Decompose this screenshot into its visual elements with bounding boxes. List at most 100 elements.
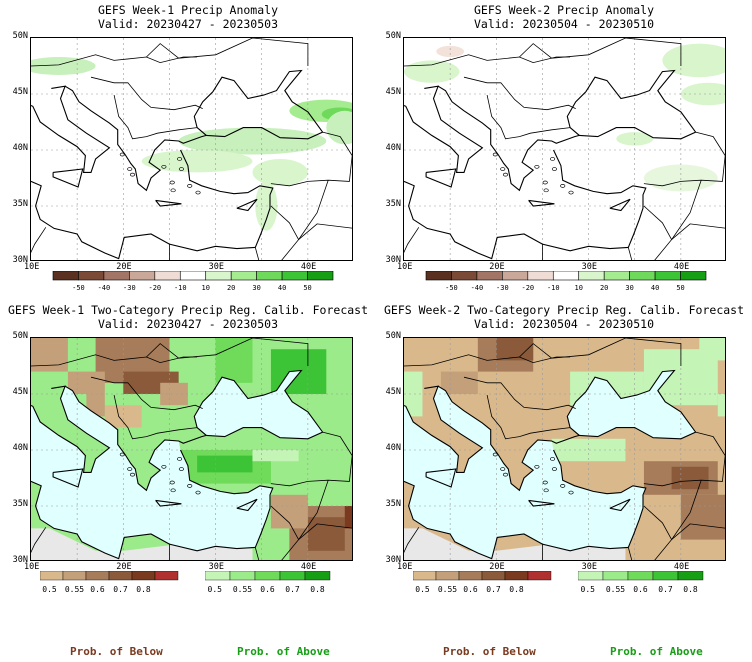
lon-label: 40E [673,262,690,272]
svg-text:-10: -10 [174,284,187,292]
map-week2-prob-svg [404,338,725,560]
panel-3-title: GEFS Week-1 Two-Category Precip Reg. Cal… [7,303,369,317]
lat-label: 30N [12,255,28,265]
map-week2-prob [403,337,726,561]
panel-2-valid: Valid: 20230504 - 20230510 [473,17,654,31]
svg-text:0.5: 0.5 [42,585,57,594]
svg-text:0.7: 0.7 [113,585,128,594]
svg-text:-30: -30 [123,284,136,292]
panel-1-valid: Valid: 20230427 - 20230503 [97,17,278,31]
svg-text:0.8: 0.8 [683,585,698,594]
lat-label: 40N [12,143,28,153]
lat-label: 40N [385,143,401,153]
lon-label: 20E [116,562,132,572]
panel-4-valid: Valid: 20230504 - 20230510 [473,317,654,331]
svg-text:0.6: 0.6 [633,585,648,594]
svg-text:0.55: 0.55 [233,585,252,594]
lat-label: 45N [12,87,28,97]
svg-text:0.7: 0.7 [486,585,501,594]
lon-label: 10E [24,562,40,572]
lat-label: 35N [385,199,401,209]
map-week1-anomaly [30,37,353,261]
below-colorbar-week1: 0.5 0.55 0.6 0.7 0.8 [40,571,179,594]
svg-text:0.6: 0.6 [463,585,478,594]
svg-text:-40: -40 [98,284,111,292]
lat-label: 50N [385,31,401,41]
map-week2-anomaly-svg [404,38,725,260]
prob-below-label-week1: Prob. of Below [70,645,163,658]
svg-text:0.7: 0.7 [658,585,673,594]
svg-text:-20: -20 [148,284,161,292]
svg-text:0.55: 0.55 [438,585,457,594]
lat-label: 40N [12,443,28,453]
lat-label: 50N [12,331,28,341]
panel-4-title: GEFS Week-2 Two-Category Precip Reg. Cal… [383,303,745,317]
svg-text:-30: -30 [496,284,509,292]
lon-label: 10E [397,562,413,572]
svg-text:0.8: 0.8 [509,585,524,594]
lat-label: 45N [385,387,401,397]
svg-text:0.6: 0.6 [260,585,275,594]
lon-label: 30E [581,262,597,272]
panel-1-title: GEFS Week-1 Precip Anomaly [97,3,278,17]
lat-label: 45N [12,387,28,397]
svg-text:0.5: 0.5 [415,585,430,594]
svg-text:0.8: 0.8 [136,585,151,594]
lon-label: 20E [489,262,505,272]
lon-label: 20E [489,562,505,572]
lat-label: 35N [12,199,28,209]
svg-text:50: 50 [676,284,684,292]
svg-text:0.55: 0.55 [606,585,625,594]
svg-text:-50: -50 [445,284,458,292]
lat-label: 40N [385,443,401,453]
below-colorbar-week2: 0.5 0.55 0.6 0.7 0.8 [413,571,552,594]
panel-2-title: GEFS Week-2 Precip Anomaly [473,3,654,17]
svg-text:-20: -20 [521,284,534,292]
map-week1-prob [30,337,353,561]
svg-text:0.7: 0.7 [285,585,300,594]
prob-above-label-week2: Prob. of Above [610,645,703,658]
lon-label: 10E [24,262,40,272]
svg-text:10: 10 [575,284,583,292]
lon-label: 30E [208,262,224,272]
svg-text:20: 20 [600,284,608,292]
lat-label: 45N [385,87,401,97]
lon-label: 40E [300,262,317,272]
lat-label: 35N [12,499,28,509]
lon-label: 30E [208,562,224,572]
lat-label: 50N [12,31,28,41]
panel-3-valid: Valid: 20230427 - 20230503 [97,317,278,331]
lon-label: 10E [397,262,413,272]
svg-text:-10: -10 [547,284,560,292]
svg-text:0.5: 0.5 [208,585,223,594]
lat-label: 50N [385,331,401,341]
svg-text:20: 20 [227,284,235,292]
svg-text:-40: -40 [471,284,484,292]
svg-text:30: 30 [625,284,633,292]
svg-text:40: 40 [278,284,286,292]
lat-label: 30N [385,555,401,565]
lon-label: 30E [581,562,597,572]
svg-text:40: 40 [651,284,659,292]
svg-text:0.6: 0.6 [90,585,105,594]
svg-text:0.8: 0.8 [310,585,325,594]
svg-text:0.55: 0.55 [65,585,84,594]
svg-text:0.5: 0.5 [581,585,596,594]
map-week1-anomaly-svg [31,38,352,260]
lon-label: 20E [116,262,132,272]
above-colorbar-week2: 0.5 0.55 0.6 0.7 0.8 [578,571,704,594]
prob-above-label-week1: Prob. of Above [237,645,330,658]
map-week2-anomaly [403,37,726,261]
lat-label: 30N [385,255,401,265]
map-week1-prob-svg [31,338,352,560]
prob-below-label-week2: Prob. of Below [443,645,536,658]
lat-label: 35N [385,499,401,509]
svg-text:10: 10 [202,284,210,292]
above-colorbar-week1: 0.5 0.55 0.6 0.7 0.8 [205,571,331,594]
svg-text:50: 50 [303,284,311,292]
anomaly-colorbar-week2: -50 -40 -30 -20 -10 10 20 30 40 50 [425,271,707,292]
svg-text:-50: -50 [72,284,85,292]
anomaly-colorbar-week1: -50 -40 -30 -20 -10 10 20 30 40 50 [52,271,334,292]
lat-label: 30N [12,555,28,565]
lon-label: 40E [300,562,317,572]
